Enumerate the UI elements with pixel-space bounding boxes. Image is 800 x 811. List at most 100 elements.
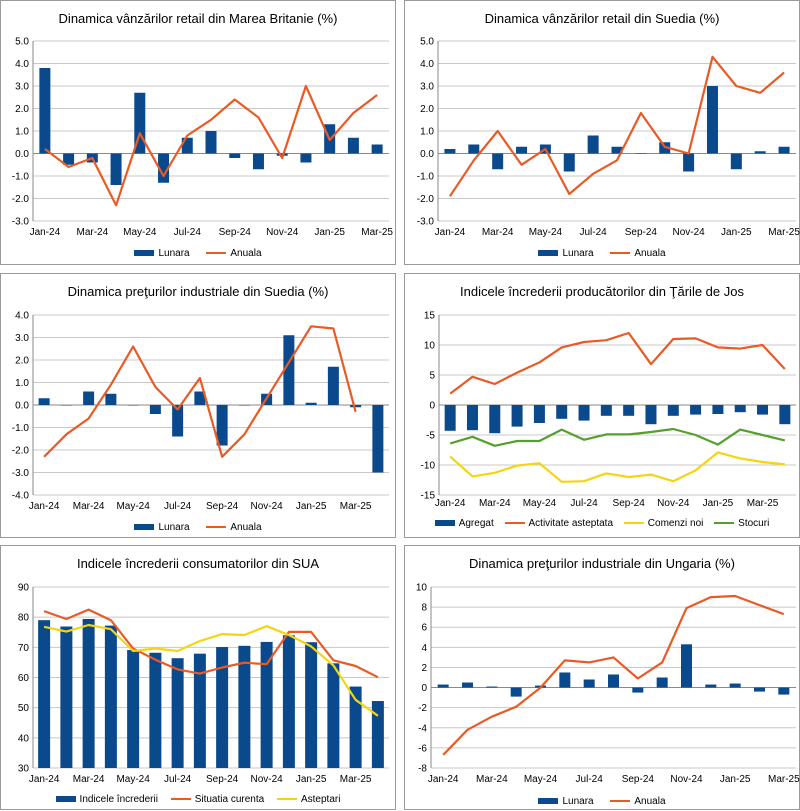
bar xyxy=(38,398,50,405)
bar xyxy=(556,405,568,419)
x-tick-label: Mar-24 xyxy=(476,774,508,785)
x-tick-label: Sep-24 xyxy=(622,774,655,785)
x-tick-label: Jan-25 xyxy=(314,227,345,238)
legend-swatch xyxy=(434,520,455,527)
x-tick-label: May-24 xyxy=(523,498,557,509)
chart-title: Dinamica vânzărilor retail din Marea Bri… xyxy=(58,11,338,26)
bar xyxy=(559,672,571,688)
x-tick-label: May-24 xyxy=(529,227,563,238)
series-line xyxy=(43,325,357,458)
bar xyxy=(350,405,362,408)
legend-label: Lunara xyxy=(158,248,190,259)
legend-swatch xyxy=(538,250,559,257)
bar xyxy=(608,674,619,688)
bar xyxy=(300,153,312,163)
legend-item-lunara: Lunara xyxy=(538,796,594,807)
bar xyxy=(578,405,590,421)
bar xyxy=(516,146,528,154)
bar xyxy=(587,135,599,154)
bar xyxy=(444,149,456,154)
y-tick-label: 2.0 xyxy=(15,104,29,115)
bar xyxy=(260,641,273,768)
chart-panel-uk-retail: Dinamica vânzărilor retail din Marea Bri… xyxy=(0,0,396,265)
bar xyxy=(193,653,206,768)
legend-swatch xyxy=(538,798,559,805)
series-line xyxy=(43,623,379,717)
legend-item-asteptari: Asteptari xyxy=(276,794,341,805)
y-tick-label: 0.0 xyxy=(15,401,29,412)
x-tick-label: Mar-25 xyxy=(768,227,800,238)
x-tick-label: Jul-24 xyxy=(174,227,202,238)
bar xyxy=(216,405,228,446)
bar xyxy=(349,686,362,768)
bar xyxy=(757,405,769,415)
bar xyxy=(730,153,742,170)
bar xyxy=(690,405,702,415)
x-tick-label: Jan-25 xyxy=(721,227,752,238)
y-tick-label: 80 xyxy=(18,613,30,624)
bar xyxy=(60,405,72,406)
legend-label: Stocuri xyxy=(738,518,770,529)
bar xyxy=(39,68,51,154)
series-line xyxy=(449,451,785,483)
bar xyxy=(778,687,790,695)
legend-label: Anuala xyxy=(230,522,262,533)
x-tick-label: Mar-24 xyxy=(76,227,108,238)
x-tick-label: Nov-24 xyxy=(672,227,705,238)
bar xyxy=(110,153,122,185)
bar xyxy=(282,635,295,768)
x-tick-label: Sep-24 xyxy=(206,774,239,785)
bar xyxy=(734,405,746,413)
bar xyxy=(492,153,504,170)
y-tick-label: 2 xyxy=(421,663,427,674)
bar xyxy=(706,86,718,154)
legend-swatch xyxy=(610,800,631,803)
chart-panel-hungary-industrial-prices: Dinamica preţurilor industriale din Unga… xyxy=(404,545,800,810)
legend-item-agregat: Agregat xyxy=(434,518,494,529)
y-tick-label: -1.0 xyxy=(12,172,30,183)
bar xyxy=(632,687,644,693)
legend-item-indicele-increderii: Indicele încrederii xyxy=(55,794,158,805)
legend-item-activitate-asteptata: Activitate asteptata xyxy=(504,518,613,529)
y-tick-label: -3.0 xyxy=(12,468,30,479)
x-tick-label: Jul-24 xyxy=(570,498,598,509)
y-tick-label: -4 xyxy=(418,723,427,734)
x-tick-label: Jul-24 xyxy=(164,501,192,512)
x-tick-label: May-24 xyxy=(116,774,150,785)
y-tick-label: 4 xyxy=(421,643,427,654)
legend-swatch xyxy=(610,252,631,255)
chart-title: Dinamica vânzărilor retail din Suedia (%… xyxy=(484,11,720,26)
legend-item-situatia-curenta: Situatia curenta xyxy=(170,794,265,805)
legend-swatch xyxy=(206,526,227,529)
chart-panel-us-consumer-confidence: Indicele încrederii consumatorilor din S… xyxy=(0,545,396,810)
bar xyxy=(510,687,522,697)
legend-label: Asteptari xyxy=(300,794,341,805)
legend-label: Indicele încrederii xyxy=(79,794,158,805)
bar xyxy=(305,642,318,768)
bar xyxy=(372,405,384,473)
bar xyxy=(283,335,295,405)
bar xyxy=(127,405,139,406)
legend-label: Agregat xyxy=(458,518,494,529)
bar xyxy=(583,679,595,688)
bar xyxy=(754,151,766,154)
bar xyxy=(105,393,117,405)
y-tick-label: 0.0 xyxy=(420,149,434,160)
x-tick-label: Sep-24 xyxy=(219,227,252,238)
series-line xyxy=(442,594,785,756)
chart-title: Dinamica preţurilor industriale din Unga… xyxy=(469,556,735,571)
y-tick-label: -8 xyxy=(418,764,427,775)
y-tick-label: -2.0 xyxy=(12,446,30,457)
y-tick-label: 6 xyxy=(421,623,427,634)
y-tick-label: 3.0 xyxy=(15,333,29,344)
x-tick-label: May-24 xyxy=(524,774,558,785)
legend-label: Situatia curenta xyxy=(194,794,265,805)
bar xyxy=(462,682,473,688)
x-tick-label: Jul-24 xyxy=(576,774,604,785)
legend-label: Comenzi noi xyxy=(647,518,704,529)
y-tick-label: 40 xyxy=(18,733,30,744)
